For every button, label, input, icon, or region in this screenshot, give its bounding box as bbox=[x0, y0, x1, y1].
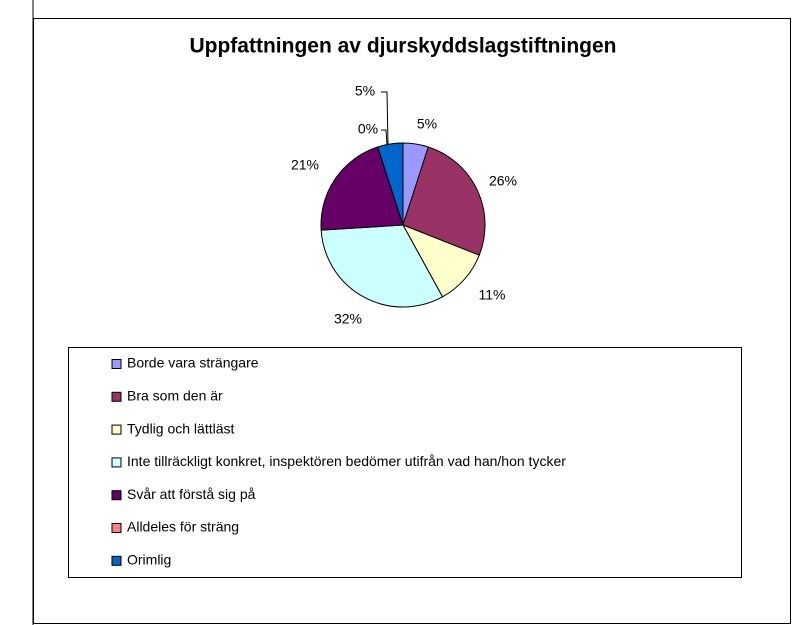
legend-swatch bbox=[111, 359, 122, 369]
data-label: 0% bbox=[358, 121, 378, 137]
legend-box bbox=[68, 347, 742, 578]
legend-label: Alldeles för sträng bbox=[127, 519, 239, 535]
pie-slice bbox=[377, 142, 404, 226]
legend-label: Orimlig bbox=[127, 552, 171, 568]
legend-label: Borde vara strängare bbox=[127, 355, 259, 371]
data-label: 26% bbox=[489, 173, 517, 189]
legend-label: Inte tillräckligt konkret, inspektören b… bbox=[127, 453, 566, 469]
chart-title: Uppfattningen av djurskyddslagstiftninge… bbox=[189, 35, 616, 58]
legend-swatch bbox=[111, 490, 122, 501]
data-label: 32% bbox=[334, 311, 362, 327]
pie-slice bbox=[320, 146, 404, 231]
legend-swatch bbox=[111, 391, 122, 402]
legend-label: Svår att förstå sig på bbox=[127, 486, 256, 502]
leader-line bbox=[381, 129, 388, 146]
legend-label: Bra som den är bbox=[127, 388, 223, 404]
legend-swatch bbox=[111, 555, 122, 566]
data-label: 5% bbox=[355, 83, 375, 99]
data-label: 11% bbox=[479, 287, 506, 303]
legend-label: Tydlig och lättläst bbox=[127, 420, 234, 436]
data-label: 21% bbox=[291, 157, 319, 173]
legend-swatch bbox=[111, 424, 122, 435]
data-label: 5% bbox=[417, 116, 437, 132]
legend-swatch bbox=[111, 523, 122, 533]
pie-slice bbox=[320, 224, 444, 308]
leader-line bbox=[381, 91, 389, 145]
legend-swatch bbox=[111, 457, 122, 468]
pie-slice bbox=[402, 146, 486, 256]
